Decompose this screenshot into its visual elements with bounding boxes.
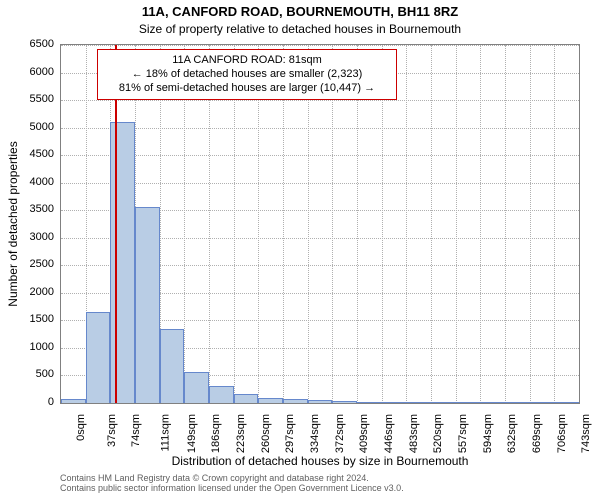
- x-tick-label: 446sqm: [383, 414, 395, 453]
- x-tick-label: 372sqm: [334, 414, 346, 453]
- x-axis-label: Distribution of detached houses by size …: [60, 454, 580, 468]
- gridline-v: [431, 45, 432, 403]
- x-tick-label: 632sqm: [507, 414, 519, 453]
- x-tick-label: 111sqm: [160, 414, 172, 452]
- histogram-bar: [184, 372, 209, 403]
- gridline-v: [406, 45, 407, 403]
- annotation-line: ← 18% of detached houses are smaller (2,…: [104, 68, 390, 82]
- y-tick-label: 3500: [4, 203, 54, 215]
- gridline-v: [456, 45, 457, 403]
- gridline-v: [480, 45, 481, 403]
- gridline-h: [61, 128, 579, 129]
- histogram-bar: [209, 386, 234, 403]
- histogram-bar: [406, 402, 431, 403]
- histogram-bar: [431, 402, 456, 403]
- footnote: Contains HM Land Registry data © Crown c…: [60, 474, 580, 494]
- histogram-bar: [480, 402, 505, 403]
- histogram-bar: [554, 402, 579, 403]
- x-tick-label: 297sqm: [285, 414, 297, 453]
- x-tick-label: 37sqm: [106, 414, 118, 447]
- y-tick-label: 1000: [4, 341, 54, 353]
- chart-subtitle: Size of property relative to detached ho…: [0, 22, 600, 36]
- y-tick-label: 500: [4, 368, 54, 380]
- histogram-bar: [86, 312, 111, 403]
- y-tick-label: 2500: [4, 258, 54, 270]
- gridline-v: [505, 45, 506, 403]
- gridline-h: [61, 155, 579, 156]
- y-tick-label: 4500: [4, 148, 54, 160]
- y-tick-label: 4000: [4, 176, 54, 188]
- x-tick-label: 669sqm: [531, 414, 543, 453]
- x-tick-label: 483sqm: [408, 414, 420, 453]
- histogram-bar: [332, 401, 357, 403]
- x-tick-label: 260sqm: [260, 414, 272, 453]
- histogram-bar: [135, 207, 160, 403]
- y-tick-label: 3000: [4, 231, 54, 243]
- chart-container: 11A, CANFORD ROAD, BOURNEMOUTH, BH11 8RZ…: [0, 0, 600, 500]
- histogram-bar: [308, 400, 333, 403]
- histogram-bar: [160, 329, 185, 403]
- x-tick-label: 334sqm: [309, 414, 321, 453]
- x-tick-label: 557sqm: [457, 414, 469, 453]
- y-axis-label: Number of detached properties: [6, 141, 20, 306]
- chart-title: 11A, CANFORD ROAD, BOURNEMOUTH, BH11 8RZ: [0, 4, 600, 19]
- histogram-bar: [61, 399, 86, 403]
- x-tick-label: 409sqm: [359, 414, 371, 453]
- histogram-bar: [382, 402, 407, 403]
- x-tick-label: 0sqm: [75, 414, 87, 441]
- x-tick-label: 743sqm: [581, 414, 593, 453]
- y-tick-label: 6500: [4, 38, 54, 50]
- histogram-bar: [357, 402, 382, 403]
- y-tick-label: 0: [4, 396, 54, 408]
- y-tick-label: 5500: [4, 93, 54, 105]
- gridline-v: [530, 45, 531, 403]
- histogram-bar: [530, 402, 555, 403]
- annotation-line: 81% of semi-detached houses are larger (…: [104, 82, 390, 96]
- footnote-line-2: Contains public sector information licen…: [60, 484, 580, 494]
- y-tick-label: 6000: [4, 66, 54, 78]
- histogram-bar: [234, 394, 259, 403]
- histogram-bar: [456, 402, 481, 403]
- x-tick-label: 706sqm: [556, 414, 568, 453]
- histogram-bar: [283, 399, 308, 403]
- histogram-bar: [258, 398, 283, 404]
- y-tick-label: 5000: [4, 121, 54, 133]
- x-tick-label: 223sqm: [235, 414, 247, 453]
- y-tick-label: 2000: [4, 286, 54, 298]
- x-tick-label: 520sqm: [433, 414, 445, 453]
- x-tick-label: 186sqm: [210, 414, 222, 453]
- annotation-line: 11A CANFORD ROAD: 81sqm: [104, 54, 390, 68]
- gridline-h: [61, 45, 579, 46]
- x-tick-label: 149sqm: [186, 414, 198, 453]
- gridline-v: [554, 45, 555, 403]
- histogram-bar: [505, 402, 530, 403]
- x-tick-label: 74sqm: [130, 414, 142, 447]
- x-tick-label: 594sqm: [482, 414, 494, 453]
- y-tick-label: 1500: [4, 313, 54, 325]
- annotation-box: 11A CANFORD ROAD: 81sqm← 18% of detached…: [97, 49, 397, 100]
- plot-area: 11A CANFORD ROAD: 81sqm← 18% of detached…: [60, 44, 580, 404]
- gridline-h: [61, 183, 579, 184]
